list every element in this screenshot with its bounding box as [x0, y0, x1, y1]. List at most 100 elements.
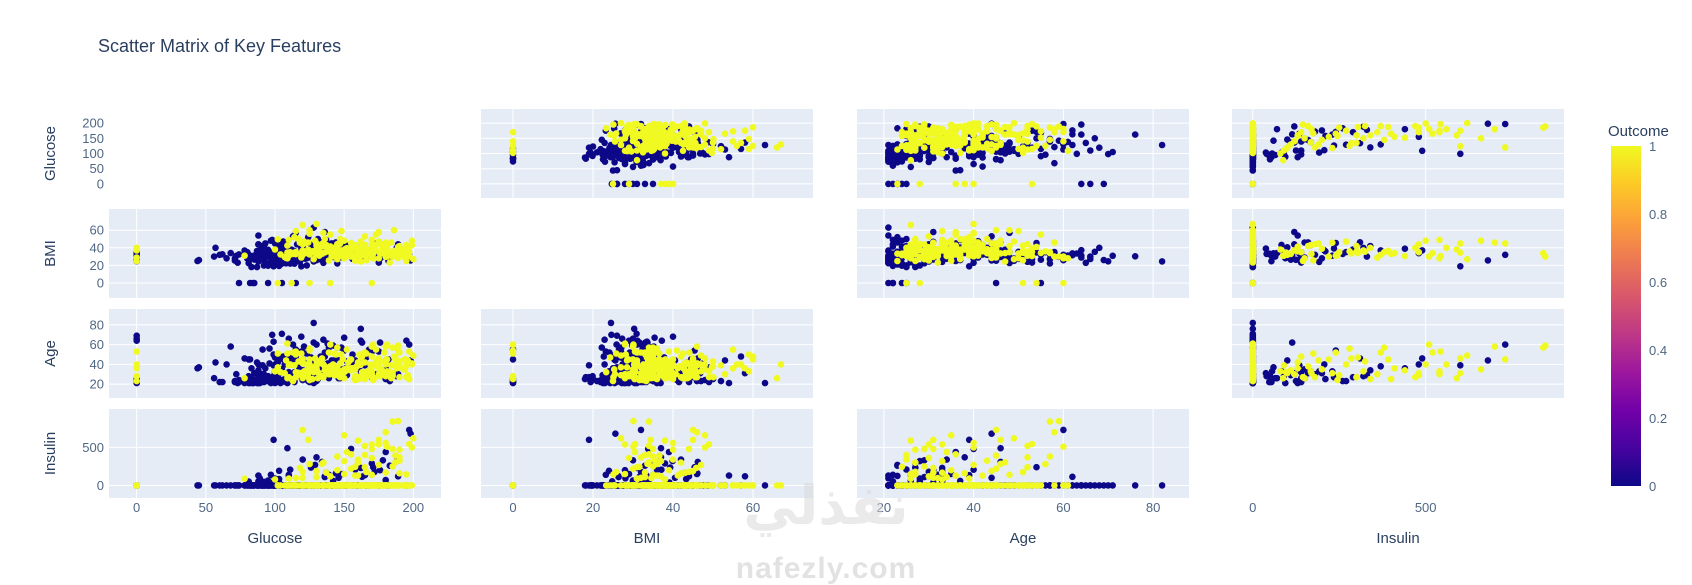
data-point	[347, 253, 355, 260]
data-point	[1380, 136, 1388, 144]
data-point	[382, 428, 390, 436]
data-point	[255, 241, 262, 248]
data-point	[1051, 143, 1058, 151]
data-point	[340, 254, 348, 262]
data-point	[285, 482, 293, 489]
data-point	[274, 236, 282, 243]
data-point	[1273, 125, 1281, 133]
data-point	[396, 363, 403, 370]
data-point	[629, 133, 637, 141]
data-point	[334, 366, 341, 373]
data-point	[970, 237, 977, 244]
data-point	[1418, 355, 1426, 362]
data-point	[1249, 147, 1257, 154]
data-point	[1311, 144, 1319, 151]
data-point	[701, 361, 709, 368]
data-point	[327, 279, 334, 287]
data-point	[1046, 249, 1054, 257]
data-point	[912, 263, 919, 270]
data-point	[1158, 141, 1166, 149]
data-point	[1100, 180, 1108, 188]
data-point	[988, 121, 995, 128]
data-point	[709, 358, 717, 365]
data-point	[375, 355, 383, 362]
data-point	[1463, 352, 1471, 359]
data-point	[368, 460, 376, 467]
data-point	[285, 362, 293, 369]
data-point	[903, 279, 910, 287]
data-point	[1346, 248, 1353, 255]
data-point	[1415, 248, 1423, 256]
data-point	[343, 346, 351, 353]
data-point	[408, 444, 416, 451]
data-point	[601, 336, 608, 344]
data-point	[340, 457, 348, 465]
data-point	[725, 153, 733, 161]
data-point	[1429, 349, 1436, 356]
data-point	[1457, 362, 1464, 369]
data-point	[375, 254, 383, 262]
data-point	[630, 417, 637, 425]
data-point	[309, 375, 316, 383]
data-point	[1082, 259, 1090, 267]
data-point	[637, 162, 645, 169]
data-point	[658, 337, 666, 345]
data-point	[930, 248, 937, 256]
data-point	[382, 343, 390, 350]
data-point	[615, 473, 622, 481]
data-point	[410, 255, 417, 263]
data-point	[1060, 138, 1067, 145]
data-point	[241, 374, 248, 382]
data-point	[653, 359, 661, 366]
data-point	[961, 242, 968, 250]
data-point	[280, 238, 287, 245]
data-point	[1087, 147, 1094, 154]
data-point	[677, 363, 685, 370]
data-point	[669, 144, 677, 151]
data-point	[1042, 142, 1049, 150]
data-point	[1385, 356, 1392, 363]
data-point	[354, 359, 362, 366]
data-point	[1284, 357, 1291, 364]
data-point	[223, 254, 230, 262]
data-point	[612, 430, 619, 438]
data-point	[266, 482, 273, 489]
data-point	[278, 330, 286, 338]
data-point	[961, 139, 968, 146]
data-point	[1377, 363, 1384, 370]
data-point	[1294, 365, 1301, 372]
data-point	[387, 239, 395, 246]
data-point	[284, 444, 291, 452]
data-point	[248, 365, 255, 372]
data-point	[1292, 147, 1300, 154]
data-point	[291, 233, 298, 241]
data-point	[274, 482, 282, 489]
data-point	[1249, 361, 1257, 368]
data-point	[983, 235, 991, 243]
data-point	[379, 457, 387, 464]
data-point	[334, 344, 341, 351]
data-point	[306, 230, 313, 237]
data-point	[1131, 252, 1139, 260]
data-point	[938, 246, 946, 253]
data-point	[394, 342, 402, 349]
data-point	[299, 251, 307, 259]
data-point	[1415, 133, 1423, 141]
data-point	[306, 482, 313, 489]
data-point	[354, 375, 362, 383]
data-point	[1033, 123, 1040, 130]
data-point	[1484, 120, 1492, 127]
data-point	[1353, 242, 1360, 250]
panel-insulin-vs-glucose	[109, 409, 441, 498]
data-point	[693, 343, 701, 350]
data-point	[965, 147, 973, 154]
data-point	[1387, 375, 1395, 383]
data-point	[621, 160, 629, 168]
data-point	[903, 120, 910, 128]
data-point	[885, 224, 892, 231]
data-point	[649, 136, 657, 144]
data-point	[952, 249, 959, 257]
data-point	[1010, 119, 1018, 127]
data-point	[270, 338, 277, 346]
data-point	[665, 348, 673, 355]
